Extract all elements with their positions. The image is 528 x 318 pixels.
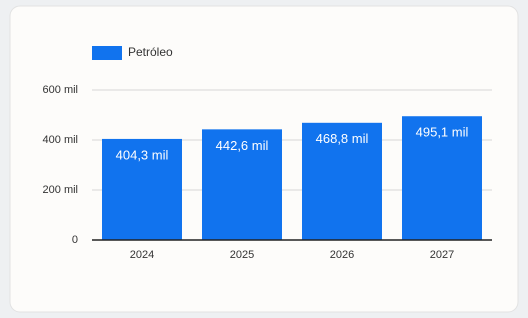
data-label: 404,3 mil — [116, 147, 169, 162]
legend-label: Petróleo — [128, 45, 173, 59]
y-tick-label: 400 mil — [43, 134, 78, 146]
x-tick-label: 2025 — [230, 249, 254, 261]
legend-swatch — [92, 46, 122, 60]
chart: Petróleo 0 200 mil 400 mil 600 mil 2024 404,3… — [0, 0, 528, 318]
y-tick-label: 200 mil — [43, 184, 78, 196]
x-tick-label: 2027 — [430, 249, 454, 261]
data-label: 495,1 mil — [416, 125, 469, 140]
y-tick-label: 600 mil — [43, 84, 78, 96]
data-label: 468,8 mil — [316, 131, 369, 146]
data-label: 442,6 mil — [216, 138, 269, 153]
y-tick-label: 0 — [72, 234, 78, 246]
page: Petróleo 0 200 mil 400 mil 600 mil 2024 404,3… — [0, 0, 528, 318]
x-tick-label: 2024 — [130, 249, 154, 261]
x-tick-label: 2026 — [330, 249, 354, 261]
